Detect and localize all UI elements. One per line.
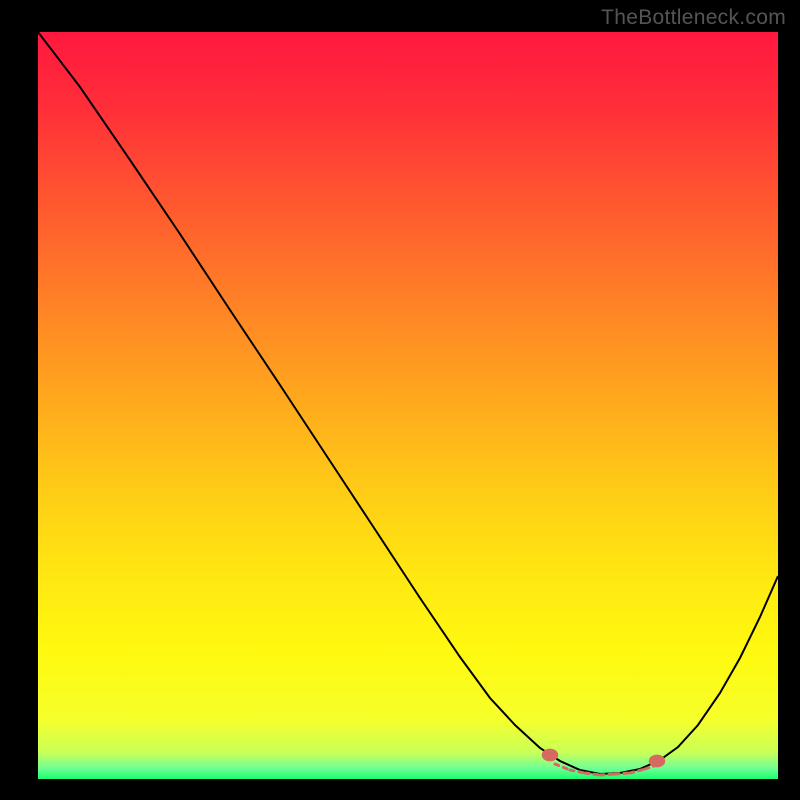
watermark-text: TheBottleneck.com [601,6,786,30]
sweet-zone-dot [543,750,557,761]
sweet-zone-dot [650,756,664,767]
plot-area [38,32,778,779]
plot-svg [38,32,778,779]
chart-container: TheBottleneck.com [0,0,800,800]
gradient-background [38,32,778,779]
